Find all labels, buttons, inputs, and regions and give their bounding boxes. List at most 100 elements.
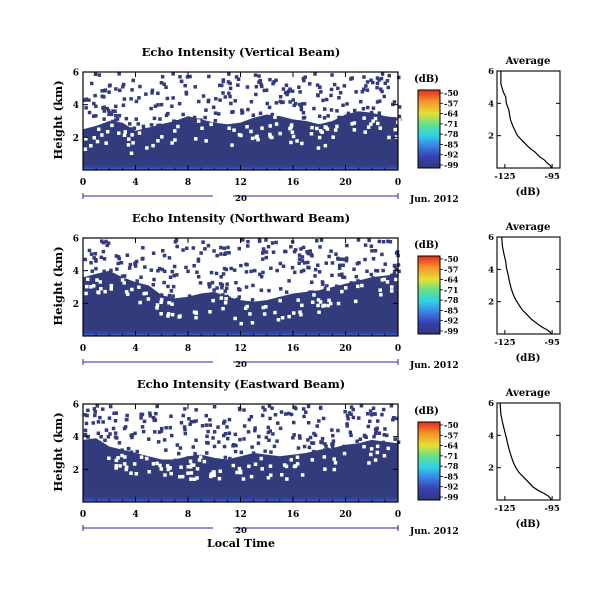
colorbar: -50-57-64-71-78-85-92-99 bbox=[417, 420, 459, 502]
echo-speckle bbox=[267, 105, 272, 110]
echo-speckle bbox=[126, 446, 131, 451]
gap-speckle bbox=[139, 455, 144, 459]
echo-speckle bbox=[160, 267, 165, 272]
gap-speckle bbox=[280, 316, 285, 320]
echo-speckle bbox=[155, 404, 159, 409]
gap-speckle bbox=[325, 127, 330, 131]
echo-speckle bbox=[372, 434, 376, 439]
echo-speckle bbox=[233, 99, 237, 103]
echo-speckle bbox=[346, 417, 350, 421]
gap-speckle bbox=[195, 476, 199, 480]
gap-speckle bbox=[130, 133, 134, 137]
echo-speckle bbox=[157, 266, 162, 271]
echo-speckle bbox=[204, 108, 208, 112]
average-profile: 2 4 6 -125 -95 bbox=[488, 399, 561, 514]
echo-speckle bbox=[360, 90, 365, 94]
echo-speckle bbox=[293, 270, 297, 275]
gap-speckle bbox=[189, 463, 194, 467]
echo-speckle bbox=[368, 409, 373, 413]
colorbar-tick-label: -50 bbox=[444, 420, 459, 430]
echo-speckle bbox=[101, 407, 105, 411]
gap-speckle bbox=[159, 297, 164, 302]
colorbar: -50-57-64-71-78-85-92-99 bbox=[417, 88, 459, 170]
gap-speckle bbox=[107, 456, 111, 460]
echo-speckle bbox=[381, 440, 386, 445]
gap-speckle bbox=[386, 446, 390, 451]
gap-speckle bbox=[317, 135, 322, 140]
echo-speckle bbox=[264, 250, 269, 254]
gap-speckle bbox=[328, 301, 333, 306]
profile-y-tick-label: 6 bbox=[488, 67, 494, 77]
echo-speckle bbox=[199, 118, 203, 122]
echo-speckle bbox=[341, 263, 345, 267]
echo-speckle bbox=[184, 265, 188, 270]
colorbar-unit: (dB) bbox=[414, 240, 439, 251]
profile-y-tick-label: 2 bbox=[488, 464, 494, 474]
gap-speckle bbox=[323, 143, 328, 148]
echo-speckle bbox=[223, 455, 228, 460]
echo-speckle bbox=[101, 420, 105, 424]
echo-speckle bbox=[383, 81, 387, 85]
gap-speckle bbox=[259, 456, 263, 461]
gap-speckle bbox=[167, 301, 171, 305]
echo-speckle bbox=[150, 91, 154, 95]
echo-speckle bbox=[219, 252, 223, 256]
x-tick-label: 4 bbox=[132, 178, 138, 188]
gap-speckle bbox=[98, 280, 102, 284]
date-month-year: Jun. 2012 bbox=[409, 361, 459, 371]
colorbar-tick-label: -85 bbox=[444, 305, 458, 315]
echo-speckle bbox=[134, 259, 139, 264]
echo-speckle bbox=[391, 418, 395, 422]
echo-speckle bbox=[272, 80, 276, 84]
gap-speckle bbox=[95, 139, 100, 144]
echo-speckle bbox=[327, 254, 331, 259]
echo-speckle bbox=[284, 83, 289, 87]
echo-speckle bbox=[187, 294, 192, 298]
echo-speckle bbox=[269, 450, 273, 454]
echo-speckle bbox=[192, 115, 197, 120]
gap-speckle bbox=[104, 141, 108, 145]
echo-speckle bbox=[225, 286, 229, 290]
echo-speckle bbox=[363, 442, 367, 447]
x-tick-label: 0 bbox=[395, 510, 401, 520]
echo-speckle bbox=[122, 274, 127, 278]
echo-speckle bbox=[143, 265, 147, 269]
echo-speckle bbox=[218, 98, 222, 102]
echo-speckle bbox=[297, 261, 301, 265]
gap-speckle bbox=[186, 471, 190, 475]
echo-speckle bbox=[341, 103, 345, 107]
echo-speckle bbox=[131, 452, 136, 457]
gap-speckle bbox=[378, 126, 382, 130]
echo-speckle bbox=[215, 286, 219, 290]
echo-speckle bbox=[345, 243, 349, 248]
echo-speckle bbox=[315, 424, 319, 428]
echo-speckle bbox=[238, 437, 242, 442]
echo-speckle bbox=[321, 416, 326, 421]
echo-speckle bbox=[264, 255, 269, 260]
echo-speckle bbox=[156, 103, 160, 107]
gap-speckle bbox=[375, 450, 380, 455]
echo-speckle bbox=[191, 445, 195, 449]
echo-speckle bbox=[139, 416, 143, 420]
echo-speckle bbox=[201, 94, 206, 98]
echo-speckle bbox=[118, 88, 122, 93]
echo-speckle bbox=[369, 244, 374, 248]
echo-speckle bbox=[183, 427, 187, 432]
y-tick-label: 4 bbox=[73, 267, 79, 277]
echo-speckle bbox=[310, 254, 314, 258]
echo-speckle bbox=[112, 411, 116, 415]
echo-speckle bbox=[368, 419, 372, 424]
gap-speckle bbox=[84, 137, 88, 141]
echo-speckle bbox=[237, 406, 242, 411]
echo-speckle bbox=[283, 91, 288, 95]
echo-speckle bbox=[168, 275, 173, 279]
echo-speckle bbox=[226, 245, 230, 250]
echo-speckle bbox=[162, 253, 167, 258]
echo-speckle bbox=[330, 428, 334, 432]
echo-speckle bbox=[199, 251, 203, 255]
echo-speckle bbox=[359, 99, 363, 104]
echo-speckle bbox=[108, 404, 113, 409]
echo-speckle bbox=[397, 75, 401, 80]
gap-speckle bbox=[194, 311, 198, 315]
echo-speckle bbox=[269, 266, 273, 270]
